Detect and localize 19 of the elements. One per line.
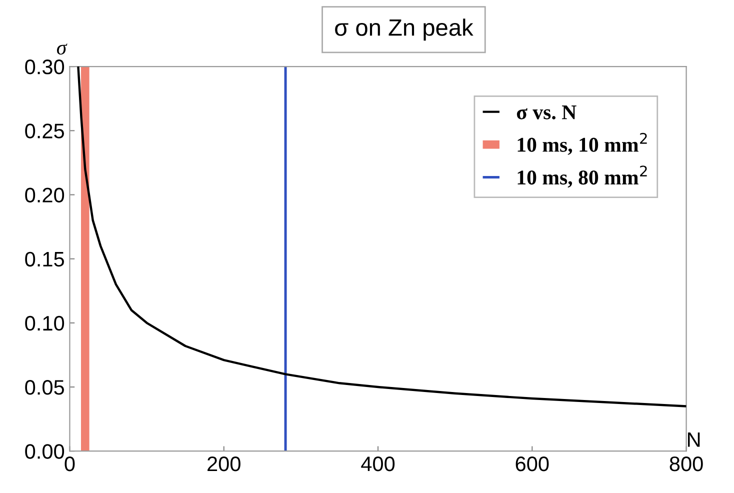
legend-label: σ vs. N [516,105,576,120]
legend-label: 10 ms, 80 mm$^{2}$ [518,166,647,188]
y-tick-label: 0.10 [25,316,64,331]
x-tick-label: 800 [670,456,703,472]
y-tick-label: 0.00 [25,444,64,459]
y-axis-title: σ [56,44,68,55]
y-tick-label: 0.15 [25,252,64,267]
x-tick-label: 600 [516,456,549,472]
x-tick-label: 400 [361,456,395,472]
line-series [77,66,686,408]
y-tick-label: 0.05 [25,380,64,395]
legend-label: 10 ms, 10 mm$^{2}$ [518,132,647,155]
chart-title: σ on Zn peak [335,18,474,41]
x-tick-label: 200 [208,456,240,472]
x-tick-label: 0 [64,456,75,472]
y-tick-label: 0.25 [25,124,64,138]
y-tick-label: 0.20 [25,188,64,202]
x-axis-title: N [688,432,700,447]
y-tick-label: 0.30 [25,60,64,74]
